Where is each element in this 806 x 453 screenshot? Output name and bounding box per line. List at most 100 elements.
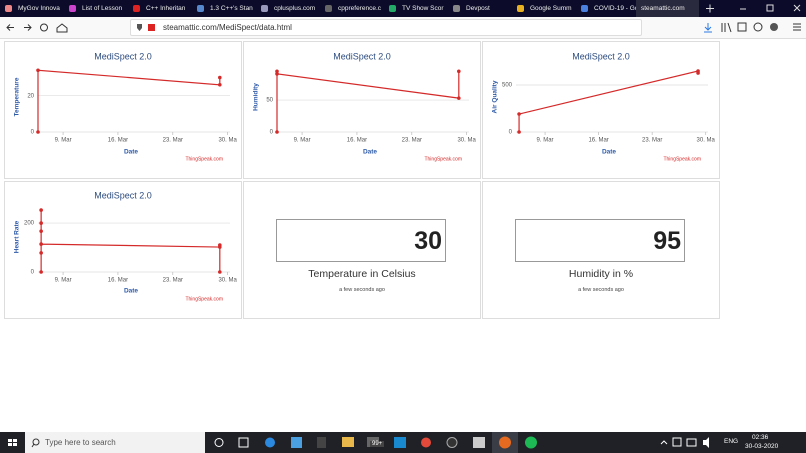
data-point	[36, 68, 40, 73]
data-line	[40, 210, 221, 272]
search-box[interactable]: Type here to search	[25, 432, 205, 453]
tab[interactable]: Devpost	[448, 0, 511, 17]
store-app[interactable]	[473, 437, 485, 448]
x-tick-label: 9. Mar	[537, 138, 554, 144]
tab[interactable]: 1.3 C++'s Stan	[192, 0, 255, 17]
data-point	[275, 72, 279, 76]
task-view[interactable]	[238, 437, 249, 448]
account-button[interactable]	[753, 22, 763, 32]
tab-title: List of Lesson	[82, 5, 123, 12]
data-point	[39, 229, 43, 233]
y-axis-label: Heart Rate	[14, 220, 21, 253]
data-point	[457, 69, 461, 74]
x-tick-label: 16. Mar	[588, 138, 608, 144]
data-point	[39, 251, 43, 255]
app[interactable]	[317, 437, 326, 448]
x-axis-label: Date	[124, 288, 138, 295]
data-point	[275, 69, 279, 74]
extension-button[interactable]	[770, 23, 778, 31]
tab[interactable]: cppreference.c	[320, 0, 383, 17]
widget-label: Humidity in %	[568, 268, 634, 280]
edge-app[interactable]	[265, 437, 275, 448]
data-point	[218, 75, 222, 80]
reload-button[interactable]	[40, 23, 48, 32]
maximize-button[interactable]	[766, 4, 774, 12]
x-tick-label: 30. Ma	[218, 138, 237, 144]
widget-panel: 30 Temperature in Celsius a few seconds …	[243, 181, 481, 319]
chart: MediSpect 2.0 Temperature Date ThingSpea…	[14, 51, 238, 162]
tab[interactable]: cplusplus.com	[256, 0, 319, 17]
start-button[interactable]	[0, 432, 25, 453]
tab[interactable]: C++ Inheritan	[128, 0, 191, 17]
chart-title: MediSpect 2.0	[333, 51, 391, 61]
widget-label: Temperature in Celsius	[308, 268, 416, 280]
file-explorer[interactable]	[342, 437, 354, 447]
downloads-button[interactable]	[704, 23, 712, 33]
x-axis-label: Date	[124, 149, 138, 156]
new-tab-button[interactable]	[706, 4, 714, 13]
chart-panel: MediSpect 2.0 Heart Rate Date ThingSpeak…	[4, 181, 242, 319]
tab-title: MyGov Innova	[18, 5, 60, 12]
y-tick-label: 500	[502, 83, 513, 89]
menu-button[interactable]	[793, 23, 801, 31]
x-tick-label: 16. Mar	[108, 278, 128, 284]
toolbar-icons	[704, 22, 801, 33]
clock-date[interactable]: 30-03-2020	[745, 443, 779, 450]
y-tick-label: 20	[27, 93, 34, 99]
app[interactable]	[291, 437, 302, 448]
x-axis-label: Date	[363, 149, 377, 156]
x-tick-label: 30. Ma	[697, 138, 716, 144]
data-point	[39, 270, 43, 274]
clock-time[interactable]: 02:36	[752, 434, 769, 441]
credit: ThingSpeak.com	[185, 296, 223, 302]
tab[interactable]: Google Summ	[512, 0, 575, 17]
y-axis-label: Humidity	[253, 83, 260, 111]
x-tick-label: 9. Mar	[55, 138, 72, 144]
sidebar-button[interactable]	[737, 22, 747, 32]
tab-title: Devpost	[466, 5, 490, 12]
tab-title: C++ Inheritan	[146, 5, 186, 12]
tab-title: COVID-19 - Go	[594, 5, 639, 12]
back-button[interactable]	[6, 24, 14, 31]
data-point	[36, 130, 40, 134]
cortana[interactable]	[214, 438, 224, 447]
search-placeholder: Type here to search	[45, 438, 116, 447]
nav-buttons	[6, 23, 68, 33]
tab-title: cppreference.c	[338, 5, 381, 12]
data-point	[218, 82, 222, 87]
credit: ThingSpeak.com	[663, 156, 701, 162]
library-button[interactable]	[721, 22, 732, 33]
x-tick-label: 23. Mar	[163, 278, 183, 284]
tab[interactable]: List of Lesson	[64, 0, 127, 17]
url-bar[interactable]: steamattic.com/MediSpect/data.html	[130, 19, 642, 36]
chrome-app[interactable]	[421, 437, 431, 448]
close-button[interactable]	[793, 4, 801, 12]
app[interactable]	[446, 437, 458, 448]
notification-badge: 99+	[370, 441, 385, 447]
tab[interactable]: steamattic.com	[636, 0, 699, 17]
x-tick-label: 9. Mar	[294, 138, 311, 144]
y-axis-label: Air Quality	[492, 80, 499, 113]
language[interactable]: ENG	[724, 438, 739, 445]
forward-button[interactable]	[24, 24, 32, 31]
widget-updated: a few seconds ago	[578, 287, 624, 293]
tab[interactable]: COVID-19 - Go	[576, 0, 639, 17]
tab[interactable]: MyGov Innova	[0, 0, 63, 17]
x-tick-label: 30. Ma	[457, 138, 476, 144]
x-tick-label: 30. Ma	[218, 278, 237, 284]
widget-value: 95	[515, 219, 685, 262]
chart-title: MediSpect 2.0	[94, 190, 152, 200]
tab-title: TV Show Scor	[402, 5, 444, 12]
x-tick-label: 16. Mar	[108, 138, 128, 144]
chart-panel: MediSpect 2.0 Humidity Date ThingSpeak.c…	[243, 41, 481, 179]
x-tick-label: 23. Mar	[402, 138, 422, 144]
x-tick-label: 23. Mar	[642, 138, 662, 144]
firefox-app[interactable]	[499, 436, 511, 449]
chart-panel: MediSpect 2.0 Air Quality Date ThingSpea…	[482, 41, 720, 179]
credit: ThingSpeak.com	[185, 156, 223, 162]
home-button[interactable]	[56, 23, 68, 33]
spotify-app[interactable]	[525, 436, 537, 449]
security-icons	[137, 24, 155, 31]
app[interactable]	[394, 437, 406, 448]
tab[interactable]: TV Show Scor	[384, 0, 447, 17]
